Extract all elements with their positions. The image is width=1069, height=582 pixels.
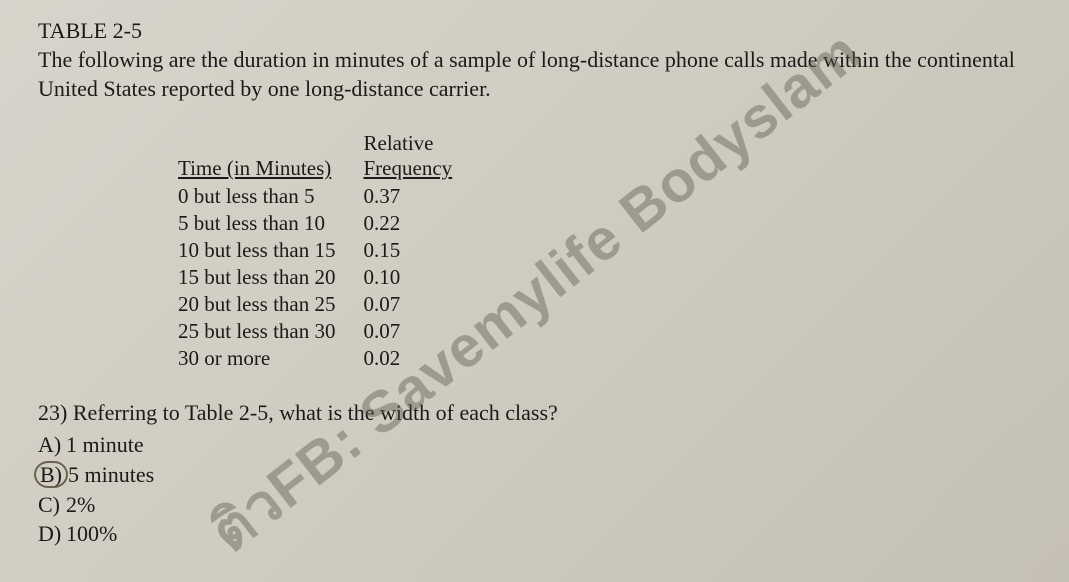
table-row: 25 but less than 300.07	[178, 318, 480, 345]
table-row: 20 but less than 250.07	[178, 291, 480, 318]
answer-options: A) 1 minute B) 5 minutes C) 2% D) 100%	[38, 430, 1031, 549]
frequency-table: Time (in Minutes) Relative Frequency 0 b…	[178, 131, 1031, 372]
selected-marker: B)	[34, 461, 68, 488]
intro-text: The following are the duration in minute…	[38, 46, 1018, 103]
option-c: C) 2%	[38, 490, 1031, 520]
table-row: 15 but less than 200.10	[178, 264, 480, 291]
table-row: 5 but less than 100.22	[178, 210, 480, 237]
table-row: 0 but less than 50.37	[178, 183, 480, 210]
option-d: D) 100%	[38, 519, 1031, 549]
option-b: B) 5 minutes	[38, 460, 1031, 490]
table-row: 10 but less than 150.15	[178, 237, 480, 264]
table-label: TABLE 2-5	[38, 18, 1031, 44]
option-a: A) 1 minute	[38, 430, 1031, 460]
col-header-time: Time (in Minutes)	[178, 131, 364, 183]
table-row: 30 or more0.02	[178, 345, 480, 372]
col-header-frequency: Relative Frequency	[364, 131, 481, 183]
question-text: 23) Referring to Table 2-5, what is the …	[38, 400, 1031, 426]
